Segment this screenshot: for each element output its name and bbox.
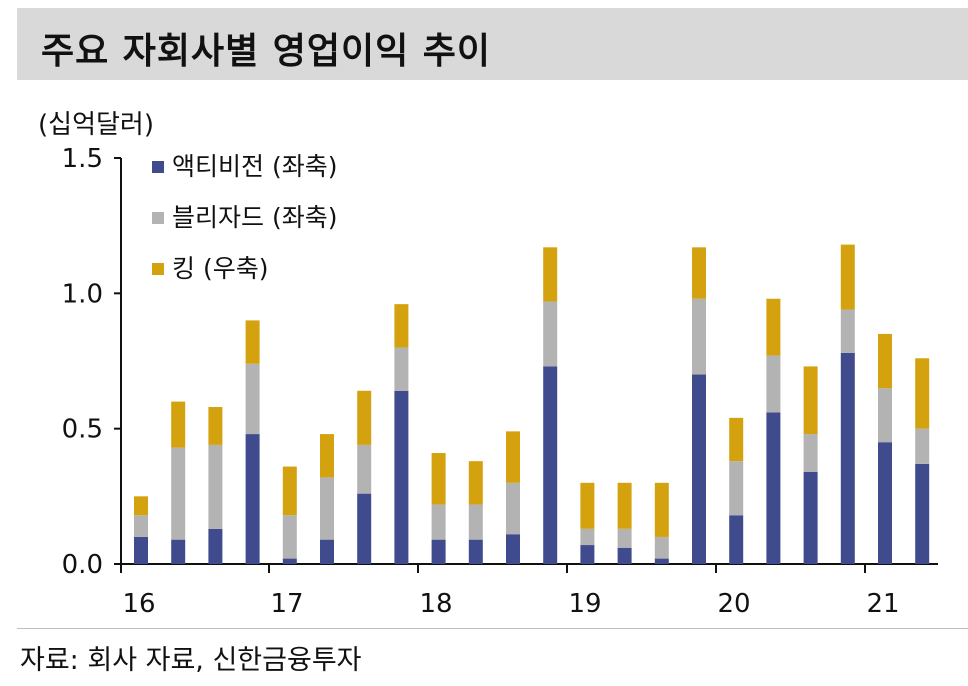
- bar-segment-king: [915, 358, 930, 429]
- bar-segment-king: [692, 247, 706, 299]
- bar-segment-activision: [878, 442, 892, 564]
- bar-segment-blizzard: [171, 447, 186, 540]
- bar-segment-activision: [580, 545, 595, 564]
- x-tick-label: 20: [717, 589, 750, 619]
- bar-segment-king: [803, 366, 818, 435]
- bar-segment-blizzard: [282, 515, 297, 559]
- bar-segment-king: [245, 320, 260, 364]
- legend-label: 킹 (우축): [172, 254, 268, 283]
- title-bar: 주요 자회사별 영업이익 추이: [17, 8, 968, 80]
- bar-segment-blizzard: [543, 301, 558, 367]
- bar-segment-king: [357, 390, 372, 445]
- source-divider: [17, 628, 968, 629]
- stacked-bar-chart: 0.0 0.5 1.0 1.5 16 17 18 19 20 21 액티비전 (좌축) 블리자드 (좌…: [62, 144, 938, 619]
- bar-segment-blizzard: [506, 482, 520, 535]
- bar-segment-king: [878, 333, 892, 389]
- y-tick-label: 0.5: [62, 415, 103, 445]
- bar-segment-king: [282, 466, 297, 516]
- x-tick-label: 19: [568, 589, 601, 619]
- bar-segment-king: [320, 434, 334, 478]
- x-tick-label: 17: [270, 589, 303, 619]
- legend-label: 액티비전 (좌축): [172, 152, 337, 181]
- bar-segment-king: [654, 482, 669, 537]
- bar-segment-activision: [282, 558, 297, 564]
- bar-segment-activision: [617, 547, 632, 564]
- bar-segment-activision: [692, 374, 706, 564]
- bar-segment-activision: [171, 539, 186, 564]
- legend-label: 블리자드 (좌축): [172, 203, 337, 232]
- bar-segment-activision: [468, 539, 483, 564]
- bar-segment-activision: [840, 352, 855, 564]
- legend-swatch: [152, 263, 164, 275]
- x-tick-label: 16: [122, 589, 155, 619]
- y-tick-label: 1.0: [62, 279, 103, 309]
- y-tick-label: 1.5: [62, 144, 103, 174]
- bar-segment-king: [840, 244, 855, 310]
- bar-segment-blizzard: [134, 515, 148, 537]
- bar-segment-king: [171, 401, 186, 448]
- bar-segment-blizzard: [431, 504, 446, 540]
- bar-segment-activision: [915, 463, 930, 564]
- bar-segment-activision: [543, 366, 558, 564]
- bar-segment-king: [431, 453, 446, 505]
- bar-segment-blizzard: [394, 347, 409, 391]
- bar-segment-blizzard: [580, 528, 595, 546]
- bar-segment-activision: [506, 534, 520, 564]
- source-note: 자료: 회사 자료, 신한금융투자: [20, 645, 362, 676]
- bar-segment-activision: [431, 539, 446, 564]
- y-axis-unit-label: (십억달러): [38, 110, 154, 140]
- bar-segment-blizzard: [878, 388, 892, 443]
- y-tick-label: 0.0: [62, 550, 103, 580]
- bar-segment-blizzard: [654, 536, 669, 559]
- bar-segment-king: [766, 298, 781, 356]
- bar-segment-king: [468, 461, 483, 505]
- bar-segment-activision: [134, 536, 148, 564]
- bar-segment-activision: [208, 528, 223, 564]
- bar-segment-king: [543, 247, 558, 302]
- bar-segment-blizzard: [245, 363, 260, 435]
- bar-segment-activision: [357, 493, 372, 564]
- bar-segment-king: [580, 482, 595, 529]
- bar-segment-activision: [394, 390, 409, 564]
- x-tick-label: 21: [866, 589, 899, 619]
- bar-segment-activision: [803, 471, 818, 564]
- bar-segment-blizzard: [729, 461, 744, 516]
- x-tick-label: 18: [419, 589, 452, 619]
- legend-swatch: [152, 212, 164, 224]
- bar-segment-blizzard: [766, 355, 781, 413]
- bar-segment-blizzard: [320, 477, 334, 540]
- bar-segment-blizzard: [915, 428, 930, 464]
- bar-segment-activision: [766, 412, 781, 564]
- bar-segment-king: [617, 482, 632, 529]
- bar-segment-activision: [245, 434, 260, 564]
- page-title: 주요 자회사별 영업이익 추이: [41, 31, 492, 72]
- bar-segment-activision: [729, 515, 744, 564]
- bar-segment-king: [208, 407, 223, 445]
- bar-segment-king: [134, 496, 148, 516]
- bar-segment-king: [506, 431, 520, 483]
- bar-segment-blizzard: [357, 444, 372, 494]
- bar-segment-activision: [654, 558, 669, 564]
- bar-segment-king: [394, 304, 409, 348]
- bar-segment-king: [729, 417, 744, 462]
- bar-segment-blizzard: [692, 298, 706, 375]
- bar-segment-blizzard: [803, 434, 818, 472]
- legend-swatch: [152, 161, 164, 173]
- bar-segment-blizzard: [208, 444, 223, 529]
- bar-segment-activision: [320, 539, 334, 564]
- bar-segment-blizzard: [840, 309, 855, 353]
- bar-segment-blizzard: [617, 528, 632, 548]
- bar-segment-blizzard: [468, 504, 483, 540]
